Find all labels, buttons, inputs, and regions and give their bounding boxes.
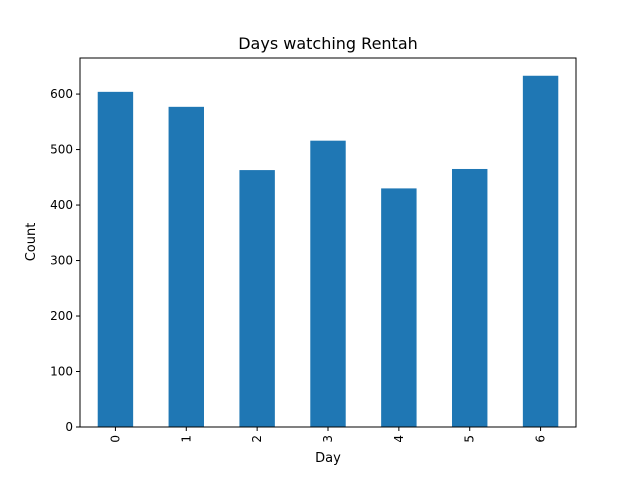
x-tick-label: 5 [463, 435, 477, 443]
bar-day-4 [381, 188, 417, 427]
y-tick-label: 500 [50, 143, 73, 157]
x-tick-label: 4 [392, 435, 406, 443]
y-tick-label: 0 [65, 420, 73, 434]
bar-day-2 [239, 170, 275, 427]
y-axis: 0 100 200 300 400 500 600 [50, 87, 80, 434]
y-tick-label: 100 [50, 365, 73, 379]
x-axis-label: Day [315, 451, 341, 466]
y-tick-label: 300 [50, 254, 73, 268]
x-tick-label: 3 [321, 435, 335, 443]
y-axis-label: Count [24, 223, 39, 262]
y-tick-label: 200 [50, 309, 73, 323]
x-axis: 0 1 2 3 4 5 6 [108, 427, 548, 443]
y-tick-label: 400 [50, 198, 73, 212]
x-tick-label: 0 [108, 435, 122, 443]
x-tick-label: 1 [179, 435, 193, 443]
bar-day-5 [452, 168, 488, 427]
bar-day-0 [97, 91, 134, 428]
bars-group [97, 75, 559, 428]
y-tick-label: 600 [50, 87, 73, 101]
bar-day-3 [310, 140, 346, 427]
chart-title: Days watching Rentah [238, 34, 418, 53]
x-tick-label: 6 [534, 435, 548, 443]
bar-day-6 [522, 75, 559, 427]
bar-day-1 [168, 106, 204, 427]
x-tick-label: 2 [250, 435, 264, 443]
